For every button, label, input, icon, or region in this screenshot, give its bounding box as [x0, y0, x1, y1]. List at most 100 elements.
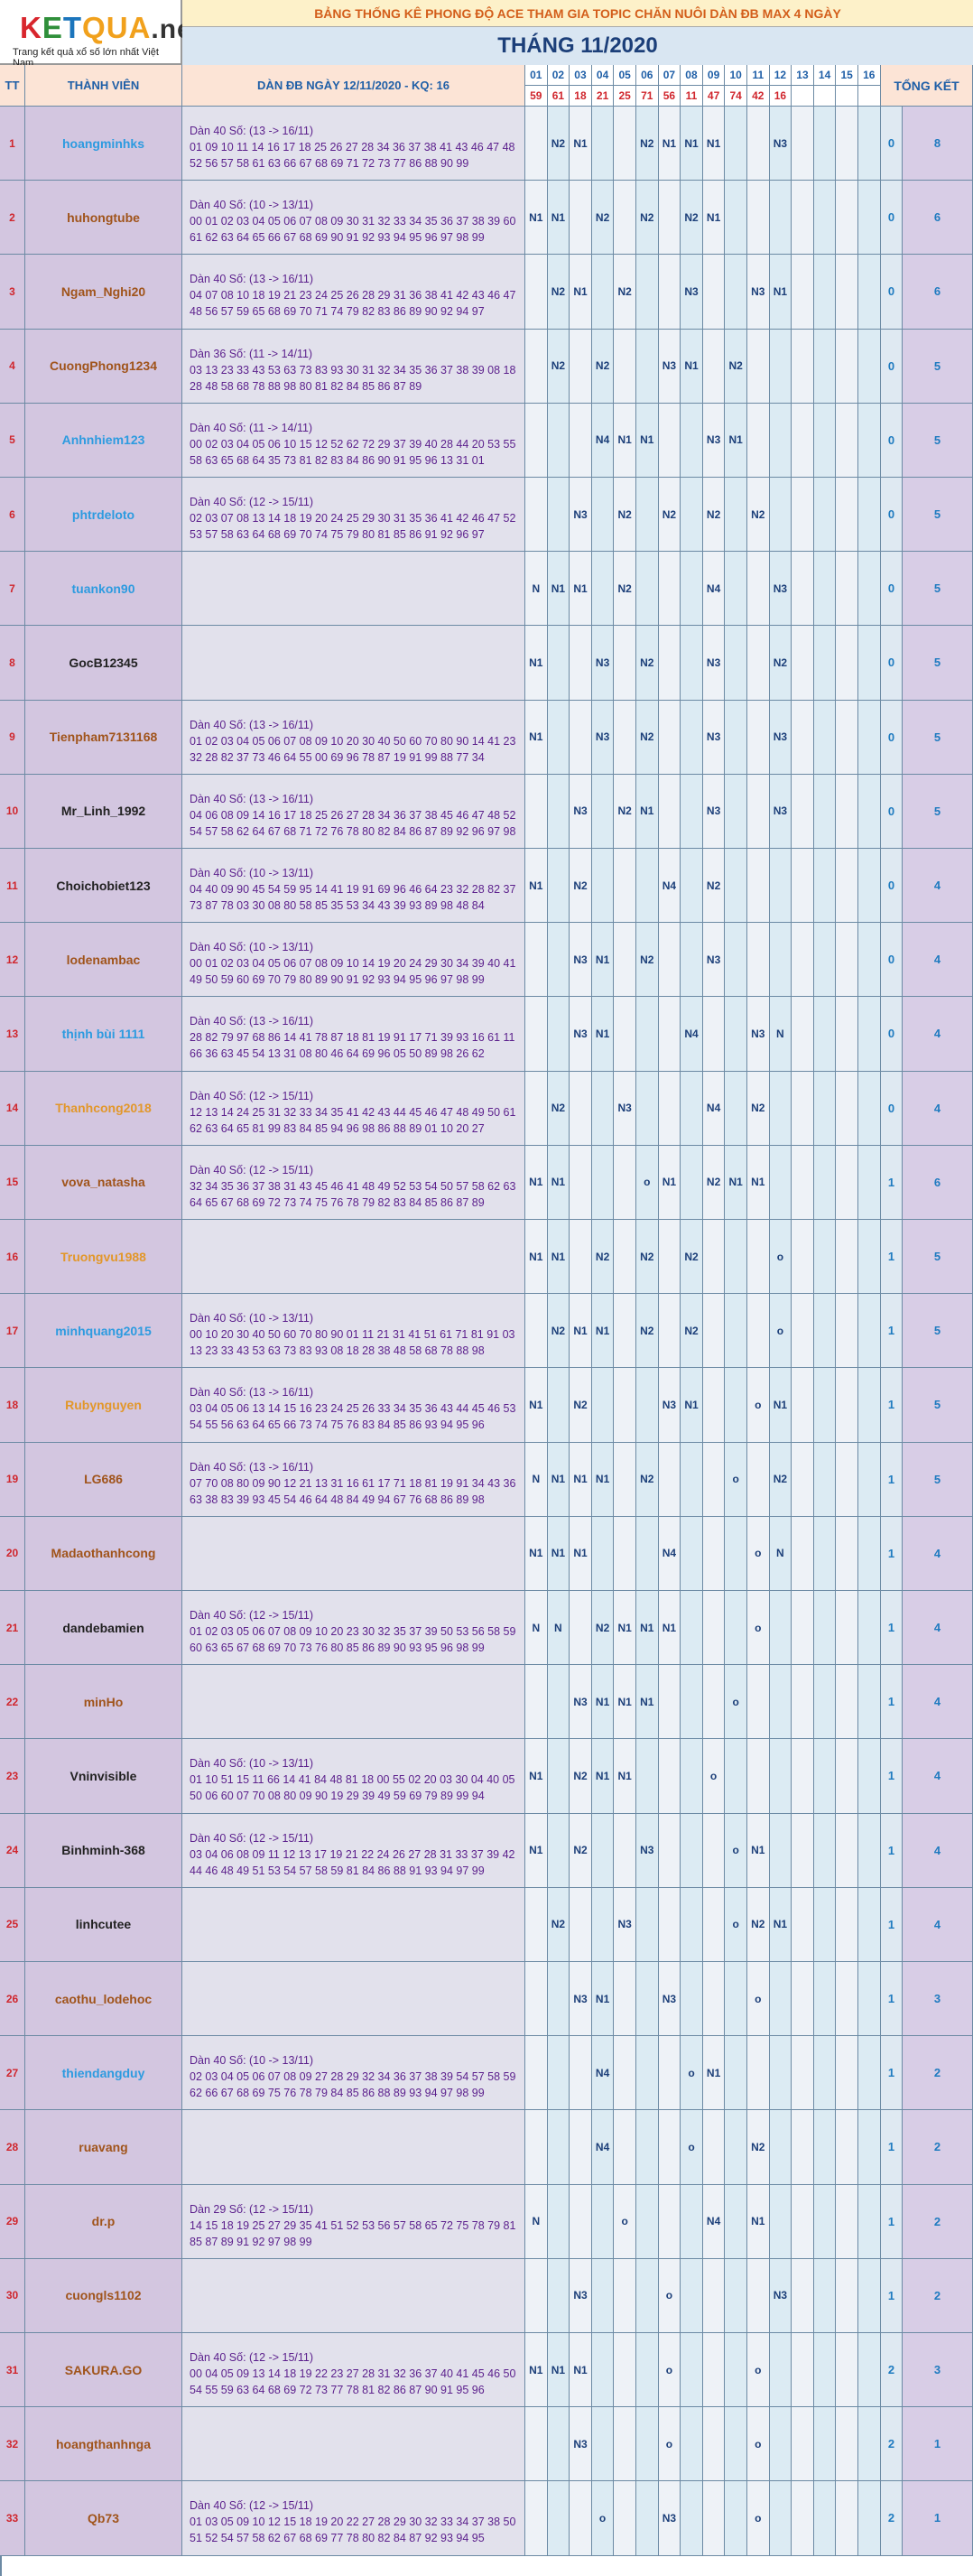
dan-heading: Dàn 29 Số: (12 -> 15/11) [190, 2202, 314, 2216]
member-name[interactable]: LG686 [25, 1442, 182, 1517]
day-result [636, 2110, 659, 2185]
day-result [725, 1368, 747, 1443]
member-name[interactable]: dr.p [25, 2184, 182, 2259]
member-name[interactable]: Tienpham7131168 [25, 700, 182, 775]
member-name[interactable]: Vninvisible [25, 1739, 182, 1814]
day-result: N1 [525, 1516, 548, 1591]
dan-numbers: Dàn 40 Số: (13 -> 16/11) 04 07 08 10 18 1… [182, 255, 525, 330]
score-hits: 0 [881, 255, 903, 330]
day-result: N2 [747, 1071, 770, 1146]
day-result [547, 478, 570, 553]
row-number: 20 [0, 1516, 25, 1591]
day-result: N1 [525, 1145, 548, 1220]
member-name[interactable]: Truongvu1988 [25, 1220, 182, 1295]
day-result: N3 [747, 255, 770, 330]
row-number: 26 [0, 1962, 25, 2037]
day-result [792, 1220, 814, 1295]
day-result: N4 [702, 1071, 726, 1146]
ketqua-logo[interactable]: KETQUA.net Trang kết quả xổ số lớn nhất … [0, 0, 202, 69]
day-result: N1 [681, 329, 703, 404]
member-name[interactable]: lodenambac [25, 923, 182, 998]
member-name[interactable]: hoangthanhnga [25, 2407, 182, 2482]
dan-heading: Dàn 40 Số: (12 -> 15/11) [190, 1163, 314, 1176]
day-result [836, 107, 858, 181]
day-result [681, 1145, 703, 1220]
member-name[interactable]: vova_natasha [25, 1145, 182, 1220]
day-result [525, 2258, 548, 2333]
member-name[interactable]: tuankon90 [25, 552, 182, 627]
day-result: N1 [658, 1591, 681, 1666]
day-result: N3 [702, 403, 726, 478]
day-result: N1 [525, 2333, 548, 2408]
day-result: N2 [591, 1220, 615, 1295]
header-result: 47 [702, 86, 726, 107]
day-result: N3 [658, 1962, 681, 2037]
member-name[interactable]: thiendangduy [25, 2036, 182, 2111]
day-result [591, 478, 615, 553]
day-result [747, 923, 770, 998]
day-result [636, 1071, 659, 1146]
member-name[interactable]: minHo [25, 1665, 182, 1740]
day-result [747, 329, 770, 404]
member-name[interactable]: SAKURA.GO [25, 2333, 182, 2408]
member-name[interactable]: phtrdeloto [25, 478, 182, 553]
day-result: N3 [769, 552, 792, 627]
member-name[interactable]: dandebamien [25, 1591, 182, 1666]
day-result: N1 [591, 1294, 615, 1369]
member-name[interactable]: cuongls1102 [25, 2258, 182, 2333]
day-result [813, 2258, 837, 2333]
day-result [547, 2481, 570, 2556]
score-hits: 2 [881, 2333, 903, 2408]
member-name[interactable]: Choichobiet123 [25, 849, 182, 924]
day-result: N3 [614, 1071, 636, 1146]
member-name[interactable]: linhcutee [25, 1887, 182, 1962]
row-number: 17 [0, 1294, 25, 1369]
dan-numbers [182, 1516, 525, 1591]
member-name[interactable]: thịnh bùi 1111 [25, 997, 182, 1072]
day-result [747, 774, 770, 849]
day-result: N1 [636, 1591, 659, 1666]
day-result: N4 [591, 2110, 615, 2185]
member-name[interactable]: Madaothanhcong [25, 1516, 182, 1591]
member-name[interactable]: Thanhcong2018 [25, 1071, 182, 1146]
header-day: 13 [792, 65, 814, 86]
day-result [813, 774, 837, 849]
day-result [525, 997, 548, 1072]
day-result [725, 2333, 747, 2408]
member-name[interactable]: Qb73 [25, 2481, 182, 2556]
member-name[interactable]: Anhnhiem123 [25, 403, 182, 478]
day-result [813, 1887, 837, 1962]
day-result: N1 [747, 1813, 770, 1888]
day-result [570, 181, 592, 256]
member-name[interactable]: Rubynguyen [25, 1368, 182, 1443]
header-result [813, 86, 837, 107]
member-name[interactable]: GocB12345 [25, 626, 182, 701]
member-name[interactable]: CuongPhong1234 [25, 329, 182, 404]
member-name[interactable]: ruavang [25, 2110, 182, 2185]
day-result: o [747, 1591, 770, 1666]
day-result [547, 2110, 570, 2185]
member-name[interactable]: Binhminh-368 [25, 1813, 182, 1888]
day-result: N3 [769, 700, 792, 775]
day-result [681, 403, 703, 478]
day-result [792, 849, 814, 924]
day-result: N1 [591, 997, 615, 1072]
member-name[interactable]: minhquang2015 [25, 1294, 182, 1369]
member-name[interactable]: huhongtube [25, 181, 182, 256]
row-number: 11 [0, 849, 25, 924]
member-name[interactable]: Ngam_Nghi20 [25, 255, 182, 330]
day-result [813, 2481, 837, 2556]
member-name[interactable]: caothu_lodehoc [25, 1962, 182, 2037]
score-total: 4 [903, 1516, 973, 1591]
day-result [614, 1442, 636, 1517]
row-number: 22 [0, 1665, 25, 1740]
dan-numbers: Dàn 40 Số: (10 -> 13/11) 04 40 09 90 45 5… [182, 849, 525, 924]
day-result [858, 2184, 881, 2259]
day-result [525, 1887, 548, 1962]
day-result [858, 552, 881, 627]
member-name[interactable]: Mr_Linh_1992 [25, 774, 182, 849]
day-result [591, 2407, 615, 2482]
member-name[interactable]: hoangminhks [25, 107, 182, 181]
day-result: o [747, 1516, 770, 1591]
day-result [614, 1962, 636, 2037]
